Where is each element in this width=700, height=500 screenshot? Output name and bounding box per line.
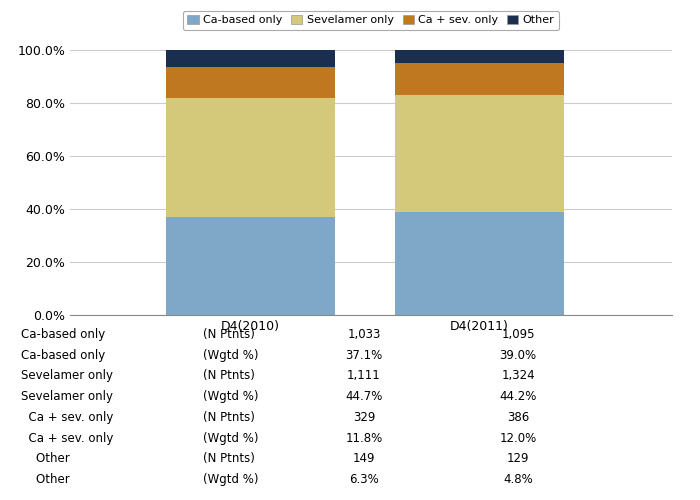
Text: Other: Other [21, 473, 92, 486]
Bar [167, 98, 335, 216]
Text: 1,095: 1,095 [501, 328, 535, 341]
Text: 149: 149 [353, 452, 375, 466]
Text: Sevelamer only: Sevelamer only [21, 370, 113, 382]
Text: 44.2%: 44.2% [499, 390, 537, 403]
Text: 4.8%: 4.8% [503, 473, 533, 486]
Text: 386: 386 [507, 411, 529, 424]
Text: Sevelamer only: Sevelamer only [21, 390, 113, 403]
Text: 1,111: 1,111 [347, 370, 381, 382]
Text: 12.0%: 12.0% [499, 432, 537, 444]
Bar [395, 62, 564, 94]
Text: Ca + sev. only: Ca + sev. only [21, 432, 113, 444]
Bar [395, 94, 564, 212]
Text: Ca-based only: Ca-based only [21, 328, 109, 341]
Bar [167, 67, 335, 98]
Text: 11.8%: 11.8% [345, 432, 383, 444]
Text: Ca + sev. only: Ca + sev. only [21, 411, 113, 424]
Bar [167, 50, 335, 67]
Legend: Ca-based only, Sevelamer only, Ca + sev. only, Other: Ca-based only, Sevelamer only, Ca + sev.… [183, 10, 559, 30]
Text: 44.7%: 44.7% [345, 390, 383, 403]
Text: (N Ptnts): (N Ptnts) [203, 452, 255, 466]
Text: 37.1%: 37.1% [345, 348, 383, 362]
Text: (Wgtd %): (Wgtd %) [203, 348, 258, 362]
Text: (Wgtd %): (Wgtd %) [203, 390, 258, 403]
Text: (N Ptnts): (N Ptnts) [203, 370, 255, 382]
Text: 6.3%: 6.3% [349, 473, 379, 486]
Bar [395, 212, 564, 315]
Text: Other: Other [21, 452, 92, 466]
Text: (Wgtd %): (Wgtd %) [203, 432, 258, 444]
Text: 39.0%: 39.0% [499, 348, 537, 362]
Text: (Wgtd %): (Wgtd %) [203, 473, 258, 486]
Text: 1,033: 1,033 [347, 328, 381, 341]
Text: 329: 329 [353, 411, 375, 424]
Bar [167, 216, 335, 315]
Text: 1,324: 1,324 [501, 370, 535, 382]
Text: 129: 129 [507, 452, 529, 466]
Text: Ca-based only: Ca-based only [21, 348, 109, 362]
Text: (N Ptnts): (N Ptnts) [203, 328, 255, 341]
Bar [395, 50, 564, 62]
Text: (N Ptnts): (N Ptnts) [203, 411, 255, 424]
